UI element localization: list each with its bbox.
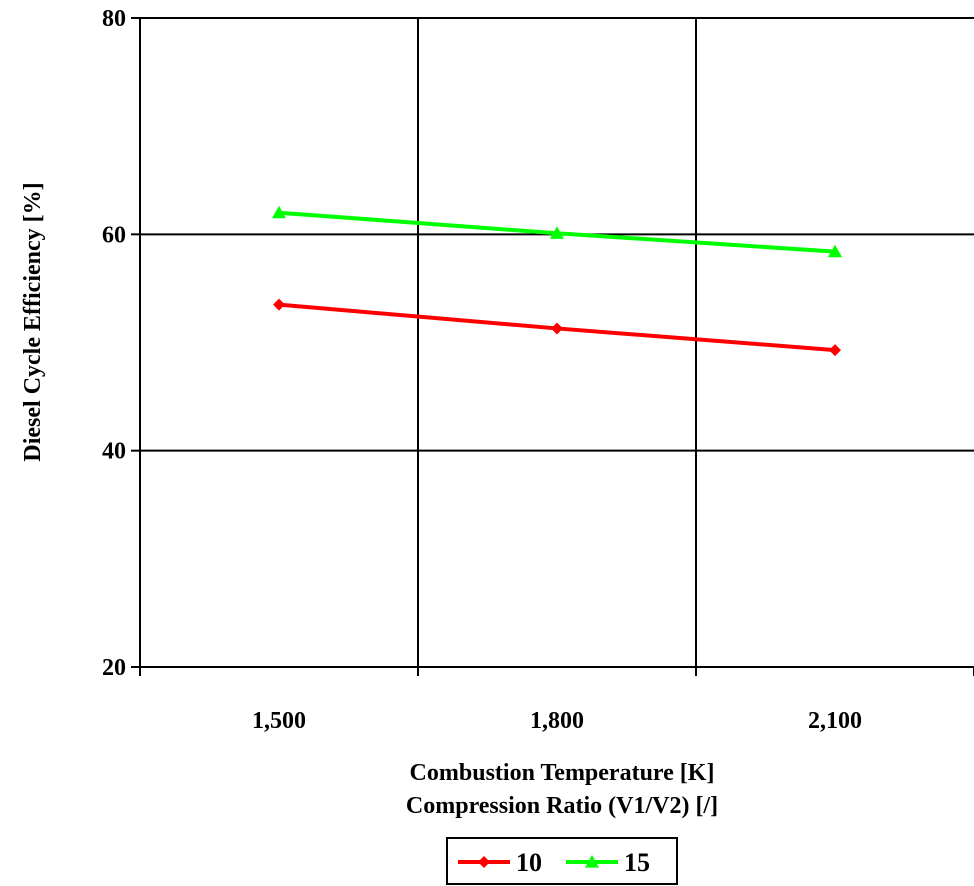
legend-label: 10 <box>516 848 542 877</box>
data-point <box>829 344 841 357</box>
y-tick-label: 80 <box>102 6 126 32</box>
series-10 <box>273 298 841 357</box>
data-point <box>828 244 842 258</box>
y-tick-labels: 20 40 60 80 <box>102 6 126 681</box>
data-point <box>272 205 286 219</box>
data-point <box>550 226 564 239</box>
legend-marker <box>478 856 490 868</box>
legend: 10 15 <box>446 837 678 885</box>
axes <box>131 17 974 676</box>
legend-label: 15 <box>624 848 650 877</box>
series-15 <box>272 205 842 258</box>
x-tick-label: 1,500 <box>252 708 306 734</box>
y-axis-title: Diesel Cycle Efficiency [%] <box>20 182 46 461</box>
y-tick-label: 60 <box>102 222 126 248</box>
data-point <box>551 322 563 335</box>
x-axis-title-line-2: Compression Ratio (V1/V2) [/] <box>406 793 718 819</box>
y-tick-label: 20 <box>102 655 126 681</box>
data-point <box>273 298 285 311</box>
x-tick-label: 1,800 <box>530 708 584 734</box>
y-tick-label: 40 <box>102 439 126 465</box>
x-tick-label: 2,100 <box>808 708 862 734</box>
x-axis-title-line-1: Combustion Temperature [K] <box>410 760 715 786</box>
legend-marker <box>585 855 599 868</box>
series-group <box>272 205 842 357</box>
x-tick-labels: 1,500 1,800 2,100 <box>252 708 862 734</box>
grid-lines <box>140 17 974 667</box>
